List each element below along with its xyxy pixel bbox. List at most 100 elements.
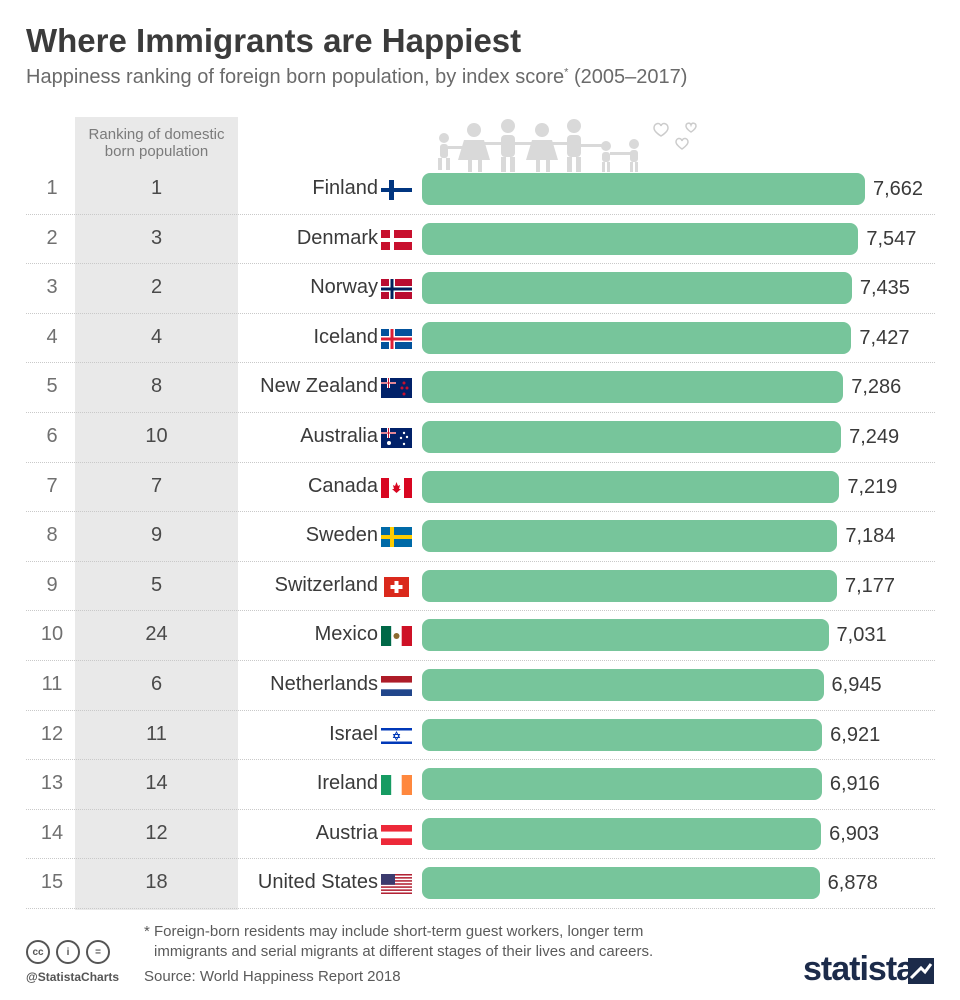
country-label: Finland	[312, 177, 378, 199]
domestic-rank: 10	[145, 425, 168, 447]
bar	[422, 569, 837, 602]
value-label: 7,249	[849, 426, 900, 448]
australia-flag	[381, 428, 412, 448]
finland-flag	[381, 180, 412, 200]
row-separator	[26, 411, 935, 413]
bar	[422, 867, 820, 900]
domestic-rank: 9	[150, 524, 163, 547]
chart-row: 14 12 Austria 6,903	[26, 810, 935, 860]
country-label: Switzerland	[274, 573, 378, 596]
row-separator	[26, 808, 935, 810]
statista-charts-handle: @StatistaCharts	[26, 970, 120, 984]
ireland-flag	[381, 775, 412, 796]
iceland-flag	[381, 328, 412, 349]
chart-row: 13 14 Ireland 6,916	[26, 760, 935, 810]
bar	[422, 421, 842, 453]
foreign-rank: 2	[46, 226, 58, 249]
footnote-line-1: * Foreign-born residents may include sho…	[144, 923, 644, 940]
chart-row: 4 4 Iceland 7,427	[26, 314, 935, 364]
creative-commons-icon: cc	[26, 940, 50, 964]
license-icons: cc i =	[26, 940, 110, 964]
denmark-flag	[381, 229, 412, 250]
row-separator	[26, 560, 935, 562]
chart-row: 9 5 Switzerland 7,177	[26, 562, 935, 612]
row-separator	[26, 263, 935, 265]
country-label: Norway	[310, 276, 378, 299]
bar	[422, 321, 852, 354]
foreign-rank: 9	[46, 573, 58, 596]
country-label: Austria	[315, 821, 378, 844]
value-label: 6,878	[827, 872, 878, 895]
source-note: Source: World Happiness Report 2018	[144, 968, 401, 985]
chart-row: 1 1 Finland 7,662	[26, 165, 935, 215]
domestic-rank: 12	[145, 821, 168, 844]
value-label: 6,921	[830, 723, 881, 746]
row-separator	[26, 461, 935, 463]
row-separator	[26, 858, 935, 860]
switzerland-flag	[384, 576, 409, 597]
chart-row: 3 2 Norway 7,435	[26, 264, 935, 314]
country-label: Mexico	[314, 623, 378, 646]
row-separator	[26, 907, 935, 909]
domestic-rank: 2	[150, 276, 163, 299]
foreign-rank: 11	[41, 673, 63, 695]
subtitle-asterisk: *	[564, 66, 569, 79]
chart-row: 11 6 Netherlands 6,945	[26, 661, 935, 711]
bar	[422, 470, 840, 503]
value-label: 7,662	[873, 178, 924, 200]
row-separator	[26, 362, 935, 364]
row-separator	[26, 312, 935, 314]
row-separator	[26, 213, 935, 215]
domestic-rank: 24	[145, 623, 168, 646]
no-derivatives-icon: =	[86, 940, 110, 964]
bar	[422, 173, 865, 205]
row-separator	[26, 709, 935, 711]
attribution-icon: i	[56, 940, 80, 964]
value-label: 7,177	[844, 574, 896, 597]
row-separator	[26, 511, 935, 513]
bar	[422, 371, 844, 404]
bar	[422, 272, 852, 305]
country-label: Denmark	[296, 226, 378, 249]
value-label: 7,286	[851, 376, 902, 399]
people-illustration-icon	[438, 119, 697, 172]
value-label: 7,427	[859, 326, 910, 349]
foreign-rank: 6	[46, 425, 58, 447]
country-label: Ireland	[316, 772, 378, 795]
domestic-rank: 8	[150, 375, 163, 398]
value-label: 6,916	[829, 773, 880, 796]
statista-logo-icon	[908, 958, 934, 984]
chart-title: Where Immigrants are Happiest	[26, 22, 522, 59]
domestic-rank: 6	[150, 673, 163, 695]
mexico-flag	[381, 626, 412, 647]
country-label: Canada	[307, 474, 378, 497]
footnote-line-2: immigrants and serial migrants at differ…	[154, 943, 654, 960]
domestic-rank: 7	[150, 474, 163, 497]
country-label: New Zealand	[260, 375, 378, 398]
domestic-rank-column	[75, 117, 238, 910]
domestic-header-line-2: born population	[104, 143, 209, 160]
footnote: * Foreign-born residents may include sho…	[144, 922, 653, 962]
domestic-rank: 14	[145, 772, 168, 795]
israel-flag	[381, 725, 412, 746]
domestic-rank-header: Ranking of domestic born population	[75, 126, 238, 160]
chart-row: 10 24 Mexico 7,031	[26, 611, 935, 661]
chart-row: 5 8 New Zealand 7,286	[26, 363, 935, 413]
chart-row: 12 11 Israel 6,921	[26, 711, 935, 761]
country-label: Israel	[329, 722, 378, 745]
domestic-rank: 11	[146, 722, 167, 745]
foreign-rank: 10	[40, 623, 64, 646]
canada-flag	[381, 477, 412, 498]
new-zealand-flag	[381, 378, 412, 399]
domestic-rank: 5	[150, 573, 163, 596]
foreign-rank: 14	[40, 821, 64, 844]
bar	[422, 669, 824, 701]
value-label: 7,547	[866, 227, 917, 250]
bar	[422, 520, 838, 553]
row-separator	[26, 759, 935, 761]
bar	[422, 817, 822, 850]
subtitle-text: Happiness ranking of foreign born popula…	[26, 66, 565, 88]
foreign-rank: 12	[40, 722, 64, 745]
foreign-rank: 13	[40, 772, 64, 795]
domestic-rank: 18	[145, 871, 168, 894]
